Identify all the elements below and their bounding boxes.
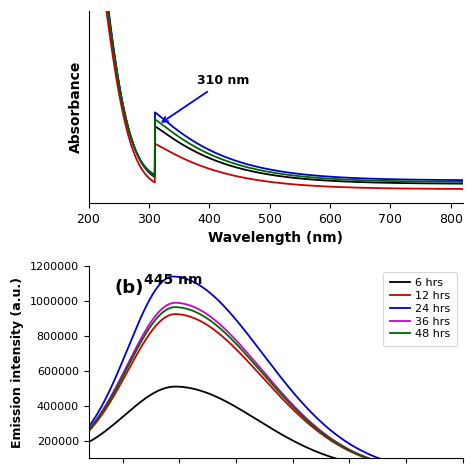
12 hrs bbox=[420, 467, 426, 473]
Line: 6 hrs: 6 hrs bbox=[66, 387, 474, 474]
36 hrs bbox=[420, 467, 426, 473]
Line: 12 hrs: 12 hrs bbox=[66, 314, 474, 474]
Line: 36 hrs: 36 hrs bbox=[66, 303, 474, 474]
12 hrs bbox=[173, 311, 178, 317]
24 hrs bbox=[86, 423, 92, 429]
36 hrs bbox=[284, 395, 290, 401]
24 hrs bbox=[170, 273, 176, 279]
48 hrs bbox=[284, 397, 290, 403]
36 hrs bbox=[86, 426, 92, 432]
6 hrs bbox=[284, 434, 290, 440]
24 hrs bbox=[284, 382, 290, 387]
6 hrs bbox=[173, 384, 179, 390]
12 hrs bbox=[284, 400, 290, 406]
6 hrs bbox=[63, 449, 69, 455]
Line: 48 hrs: 48 hrs bbox=[66, 307, 474, 474]
48 hrs bbox=[86, 427, 92, 432]
48 hrs bbox=[173, 304, 178, 310]
Y-axis label: Absorbance: Absorbance bbox=[69, 61, 83, 153]
12 hrs bbox=[86, 428, 92, 434]
Line: 24 hrs: 24 hrs bbox=[66, 276, 474, 474]
Text: 445 nm: 445 nm bbox=[145, 273, 203, 287]
6 hrs bbox=[86, 439, 92, 445]
36 hrs bbox=[173, 300, 178, 306]
36 hrs bbox=[63, 446, 69, 451]
24 hrs bbox=[63, 446, 69, 451]
6 hrs bbox=[272, 428, 277, 433]
Text: (b): (b) bbox=[115, 280, 144, 298]
12 hrs bbox=[63, 446, 69, 452]
Legend: 6 hrs, 12 hrs, 24 hrs, 36 hrs, 48 hrs: 6 hrs, 12 hrs, 24 hrs, 36 hrs, 48 hrs bbox=[383, 272, 457, 346]
12 hrs bbox=[272, 388, 277, 393]
X-axis label: Wavelength (nm): Wavelength (nm) bbox=[208, 231, 343, 246]
24 hrs bbox=[272, 366, 277, 372]
48 hrs bbox=[420, 467, 426, 473]
Y-axis label: Emission intensity (a.u.): Emission intensity (a.u.) bbox=[11, 276, 24, 447]
Text: 310 nm: 310 nm bbox=[163, 74, 249, 122]
48 hrs bbox=[63, 446, 69, 451]
6 hrs bbox=[420, 469, 426, 474]
36 hrs bbox=[272, 382, 277, 388]
48 hrs bbox=[272, 384, 277, 390]
24 hrs bbox=[420, 466, 426, 472]
